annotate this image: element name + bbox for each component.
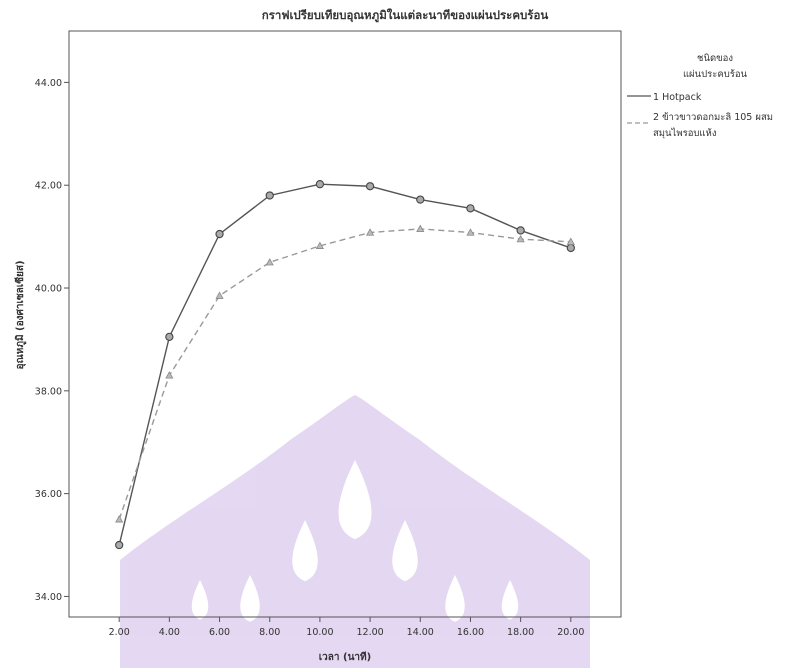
data-point-series-2 — [366, 228, 375, 236]
series-layer — [115, 180, 575, 550]
watermark-spires — [191, 460, 519, 622]
data-point-series-2 — [265, 258, 274, 266]
data-point-series-2 — [466, 228, 475, 236]
data-point-series-1 — [416, 195, 425, 204]
x-tick-label: 16.00 — [457, 627, 484, 638]
data-point-series-1 — [215, 229, 224, 239]
y-tick-label: 44.00 — [35, 78, 62, 89]
data-point-series-1 — [315, 180, 325, 189]
data-point-series-1 — [115, 540, 124, 550]
watermark-spire-0 — [191, 580, 209, 620]
data-point-series-2 — [215, 291, 224, 299]
x-tick-label: 20.00 — [557, 627, 584, 638]
y-tick-label: 38.00 — [35, 386, 62, 397]
y-tick-label: 40.00 — [35, 284, 62, 295]
y-tick-label: 42.00 — [35, 181, 62, 192]
x-tick-label: 8.00 — [259, 627, 280, 638]
watermark-spire-2 — [292, 520, 318, 582]
data-point-series-2 — [516, 234, 525, 243]
data-point-series-1 — [165, 332, 174, 342]
legend-label-hotpack: 1 Hotpack — [653, 92, 702, 103]
legend-title-line1: ชนิดของ — [697, 53, 733, 64]
y-axis: 34.00 36.00 38.00 40.00 42.00 44.00 — [35, 78, 69, 603]
series-line-2 — [118, 228, 571, 520]
data-point-series-1 — [566, 243, 575, 253]
x-tick-label: 6.00 — [209, 627, 230, 638]
data-point-series-1 — [466, 204, 475, 213]
chart-title: กราฟเปรียบเทียบอุณหภูมิในแต่ละนาทีของแผ่… — [262, 8, 549, 23]
data-point-series-1 — [516, 226, 525, 235]
x-tick-label: 2.00 — [109, 627, 130, 638]
watermark-spire-4 — [392, 520, 418, 582]
x-tick-label: 18.00 — [507, 627, 534, 638]
x-axis-label: เวลา (นาที) — [319, 651, 371, 663]
x-tick-label: 14.00 — [407, 627, 434, 638]
series-line-1 — [118, 183, 572, 546]
legend-label-rice-herbal-line2: สมุนไพรอบแห้ง — [653, 127, 716, 139]
legend: ชนิดของ แผ่นประคบร้อน 1 Hotpack 2 ข้าวขา… — [627, 53, 773, 139]
legend-title-line2: แผ่นประคบร้อน — [683, 69, 748, 80]
watermark-spire-6 — [501, 580, 519, 620]
watermark-spire-3 — [338, 460, 372, 540]
watermark-spire-1 — [240, 575, 260, 622]
data-point-series-2 — [566, 237, 575, 245]
data-point-series-1 — [365, 182, 375, 191]
data-point-series-2 — [115, 515, 124, 523]
watermark-emblem — [120, 395, 590, 668]
data-point-series-2 — [165, 371, 174, 379]
x-tick-label: 12.00 — [356, 627, 383, 638]
x-axis: 2.00 4.00 6.00 8.00 10.00 12.00 14.00 16.00 18.0… — [109, 617, 584, 638]
data-point-series-2 — [315, 241, 324, 249]
data-point-series-1 — [265, 191, 274, 200]
x-tick-label: 10.00 — [306, 627, 333, 638]
y-tick-label: 34.00 — [35, 592, 62, 603]
data-point-series-2 — [416, 224, 425, 233]
y-axis-label: อุณหภูมิ (องศาเซลเซียส) — [14, 260, 27, 369]
watermark-spire-5 — [445, 575, 465, 622]
legend-label-rice-herbal-line1: 2 ข้าวขาวดอกมะลิ 105 ผสม — [653, 112, 773, 123]
x-tick-label: 4.00 — [159, 627, 180, 638]
y-tick-label: 36.00 — [35, 489, 62, 500]
plot-area — [68, 30, 622, 618]
